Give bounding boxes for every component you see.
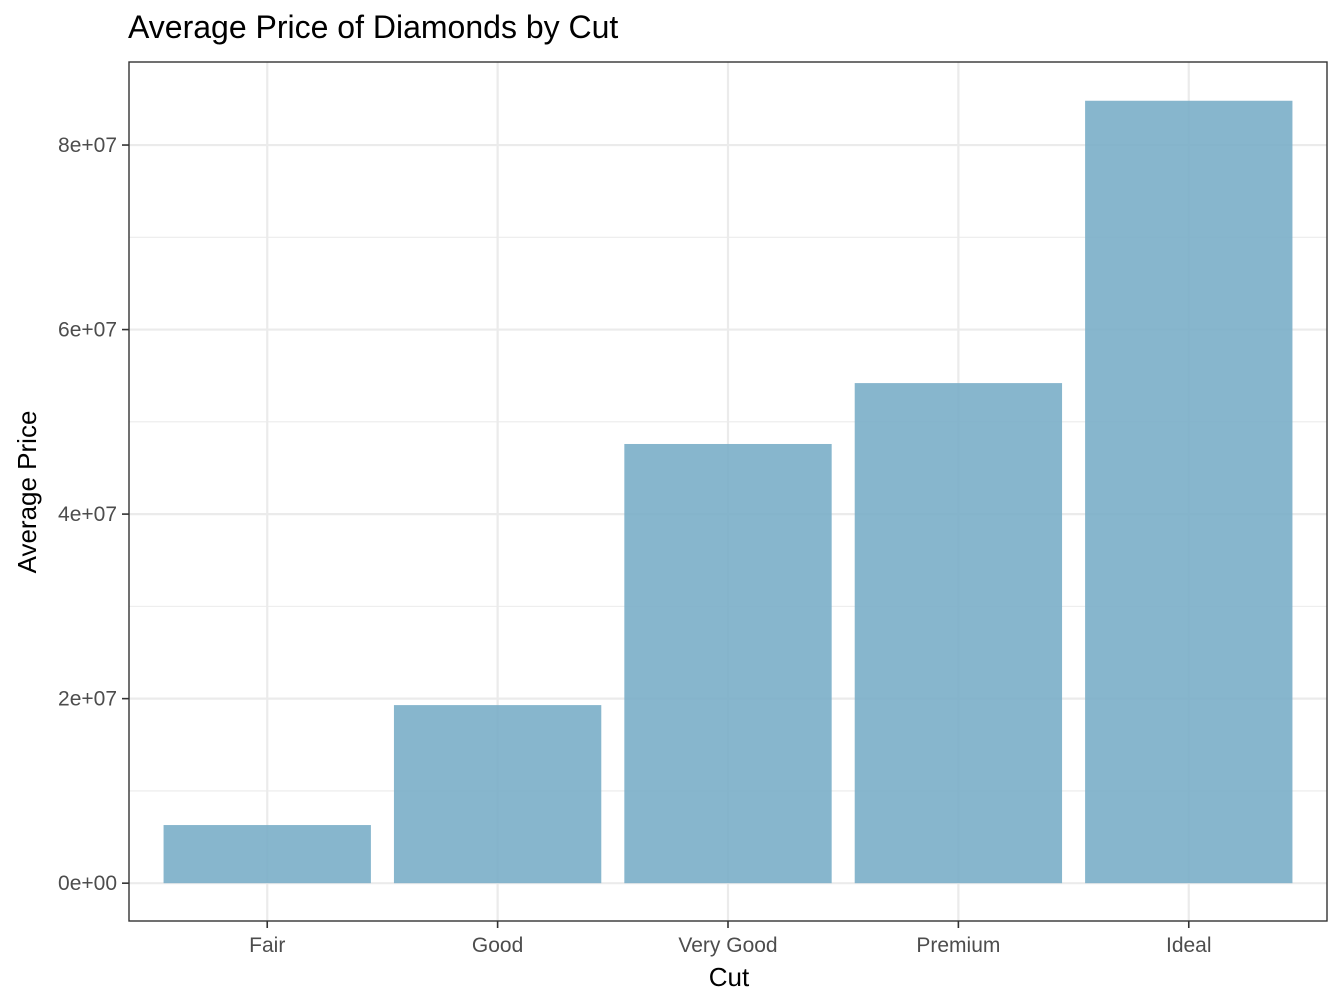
x-tick-label: Fair bbox=[249, 934, 285, 957]
y-axis-title: Average Price bbox=[12, 411, 42, 574]
y-axis: 0e+00 2e+07 4e+07 6e+07 8e+07 bbox=[58, 134, 129, 895]
bar-premium bbox=[854, 383, 1063, 884]
bar-ideal bbox=[1085, 100, 1293, 884]
x-tick-label: Premium bbox=[916, 934, 1000, 957]
bar-fair bbox=[163, 825, 371, 884]
chart-title: Average Price of Diamonds by Cut bbox=[128, 9, 618, 45]
x-tick-label: Good bbox=[472, 934, 523, 957]
x-axis: Fair Good Very Good Premium Ideal bbox=[249, 921, 1212, 957]
y-tick-label: 2e+07 bbox=[58, 688, 117, 711]
bars bbox=[163, 100, 1293, 884]
bar-good bbox=[393, 705, 602, 884]
x-axis-title: Cut bbox=[709, 962, 750, 992]
y-tick-label: 8e+07 bbox=[58, 134, 117, 157]
y-tick-label: 4e+07 bbox=[58, 503, 117, 526]
y-tick-label: 0e+00 bbox=[58, 872, 117, 895]
x-tick-label: Ideal bbox=[1166, 934, 1212, 957]
y-tick-label: 6e+07 bbox=[58, 319, 117, 342]
x-tick-label: Very Good bbox=[678, 934, 777, 957]
bar-very-good bbox=[624, 443, 832, 884]
